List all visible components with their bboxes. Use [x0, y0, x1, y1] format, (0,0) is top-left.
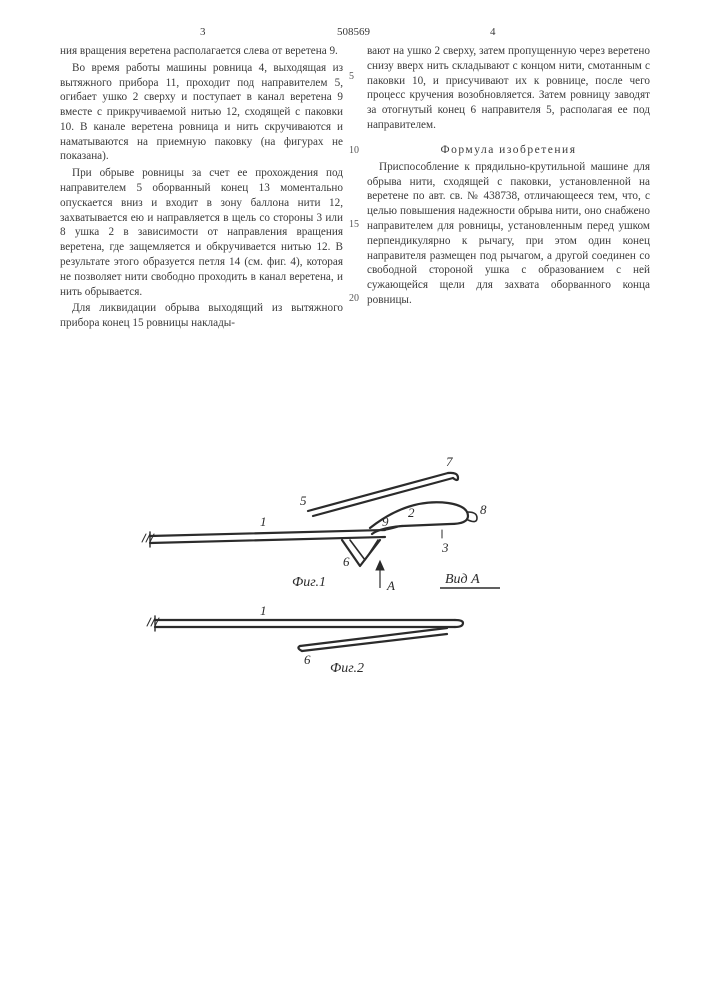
figure-labels: 1 2 3 5 6 7 8 9 А 1 6	[260, 454, 487, 667]
label-8: 8	[480, 502, 487, 517]
paragraph: ния вращения веретена располагается слев…	[60, 44, 343, 59]
figure-area: 1 2 3 5 6 7 8 9 А 1 6 Фиг.1 Вид А Фиг.2	[0, 448, 707, 698]
label-arrow-a: А	[386, 578, 395, 593]
left-column: ния вращения веретена располагается слев…	[60, 44, 343, 333]
paragraph: При обрыве ровницы за счет ее прохождени…	[60, 166, 343, 299]
label-1: 1	[260, 514, 267, 529]
label-6: 6	[343, 554, 350, 569]
right-column: вают на ушко 2 сверху, затем пропущенную…	[367, 44, 650, 333]
paragraph: Для ликвидации обрыва выходящий из вытяж…	[60, 301, 343, 331]
label-3: 3	[441, 540, 449, 555]
caption-fig2: Фиг.2	[330, 661, 364, 676]
patent-number: 508569	[0, 26, 707, 38]
text-columns: ния вращения веретена располагается слев…	[60, 44, 650, 333]
figure-2	[147, 616, 463, 651]
formula-title: Формула изобретения	[367, 143, 650, 158]
technical-figure: 1 2 3 5 6 7 8 9 А 1 6 Фиг.1 Вид А Фиг.2	[0, 448, 707, 698]
label-1b: 1	[260, 603, 267, 618]
label-6b: 6	[304, 652, 311, 667]
paragraph: Приспособление к прядильно-крутильной ма…	[367, 160, 650, 308]
caption-fig1: Фиг.1	[292, 575, 326, 590]
label-9: 9	[382, 514, 389, 529]
paragraph: вают на ушко 2 сверху, затем пропущенную…	[367, 44, 650, 133]
arrow-a	[376, 561, 384, 588]
label-7: 7	[446, 454, 453, 469]
label-5: 5	[300, 493, 307, 508]
paragraph: Во время работы машины ровница 4, выходя…	[60, 61, 343, 164]
label-2: 2	[408, 505, 415, 520]
caption-vid-a: Вид А	[445, 572, 480, 587]
figure-1	[142, 473, 477, 566]
column-number-right: 4	[490, 26, 496, 38]
